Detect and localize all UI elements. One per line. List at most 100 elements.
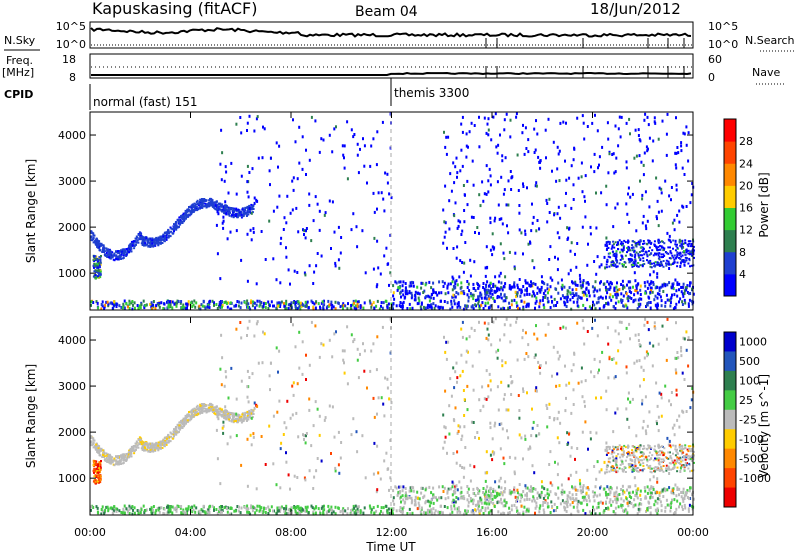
velocity-echo	[527, 509, 530, 513]
power-echo	[490, 287, 492, 290]
velocity-echo	[670, 501, 673, 505]
power-echo	[306, 300, 309, 304]
power-echo	[693, 249, 695, 252]
power-echo	[346, 307, 349, 311]
power-echo	[186, 214, 189, 217]
power-echo	[541, 298, 544, 302]
velocity-echo	[123, 453, 125, 456]
velocity-echo	[476, 503, 479, 507]
velocity-echo	[226, 411, 229, 414]
power-echo	[620, 299, 623, 303]
power-echo	[422, 291, 425, 294]
power-echo	[287, 268, 290, 272]
power-echo	[664, 304, 667, 308]
power-echo	[239, 306, 242, 310]
power-echo	[585, 281, 588, 285]
velocity-echo	[175, 429, 178, 432]
power-echo	[668, 267, 671, 270]
power-echo	[690, 250, 693, 253]
power-echo	[343, 166, 346, 170]
velocity-echo	[96, 465, 99, 468]
power-echo	[589, 232, 592, 236]
power-echo	[642, 246, 645, 249]
velocity-echo	[163, 445, 166, 448]
power-echo	[504, 282, 507, 286]
power-echo	[313, 302, 316, 306]
power-echo	[272, 209, 275, 213]
power-echo	[97, 270, 100, 273]
velocity-echo	[97, 477, 100, 480]
power-echo	[302, 228, 304, 232]
power-echo	[428, 295, 431, 299]
power-echo	[131, 307, 134, 311]
power-echo	[108, 256, 110, 259]
power-echo	[480, 293, 483, 297]
velocity-echo	[254, 506, 256, 510]
power-echo	[105, 300, 108, 304]
power-echo	[615, 296, 618, 300]
power-echo	[627, 295, 630, 299]
power-echo	[276, 304, 279, 308]
velocity-echo	[186, 419, 189, 422]
power-echo	[400, 295, 402, 299]
power-echo	[629, 249, 632, 252]
power-echo	[632, 246, 635, 249]
power-echo	[543, 306, 546, 309]
power-echo	[525, 147, 528, 150]
velocity-echo	[99, 464, 102, 466]
velocity-echo	[173, 428, 175, 431]
power-echo	[156, 237, 159, 240]
velocity-echo	[456, 507, 459, 511]
power-echo	[211, 299, 214, 303]
velocity-echo	[394, 485, 397, 489]
velocity-echo	[136, 441, 139, 444]
power-echo	[312, 305, 315, 309]
velocity-echo	[105, 505, 108, 509]
power-echo	[123, 306, 126, 310]
velocity-echo	[146, 447, 149, 449]
power-echo	[642, 163, 645, 167]
velocity-echo	[156, 442, 159, 445]
power-echo	[268, 304, 271, 308]
power-echo	[611, 246, 614, 249]
velocity-echo	[516, 499, 519, 503]
velocity-echo	[101, 456, 104, 458]
power-echo	[447, 282, 450, 286]
velocity-echo	[236, 420, 239, 423]
power-echo	[669, 304, 672, 308]
power-echo	[642, 247, 645, 250]
velocity-echo	[256, 504, 259, 508]
velocity-echo	[115, 456, 118, 459]
power-echo	[150, 239, 152, 242]
power-echo	[527, 242, 530, 246]
power-echo	[638, 304, 641, 308]
power-echo	[556, 268, 559, 272]
power-echo	[159, 237, 162, 240]
power-echo	[610, 261, 613, 264]
power-echo	[95, 300, 98, 304]
power-echo	[676, 243, 678, 246]
power-colorbar-label: Power [dB]	[757, 172, 771, 237]
velocity-echo	[456, 510, 459, 514]
power-echo	[536, 286, 539, 290]
velocity-echo	[614, 506, 617, 510]
power-echo	[647, 123, 650, 127]
power-echo	[685, 288, 688, 292]
velocity-echo	[614, 498, 617, 502]
power-echo	[646, 115, 649, 119]
power-echo	[201, 204, 204, 207]
power-echo	[220, 128, 223, 132]
power-echo	[576, 283, 579, 287]
power-echo	[219, 162, 222, 166]
power-echo	[386, 262, 389, 266]
power-echo	[312, 282, 315, 285]
velocity-echo	[149, 447, 151, 450]
power-echo	[653, 262, 656, 265]
power-echo	[606, 121, 609, 125]
power-echo	[605, 263, 608, 266]
velocity-echo	[131, 512, 134, 516]
power-echo	[594, 307, 597, 311]
power-echo	[177, 300, 180, 303]
velocity-echo	[98, 479, 101, 481]
power-echo	[450, 299, 453, 303]
